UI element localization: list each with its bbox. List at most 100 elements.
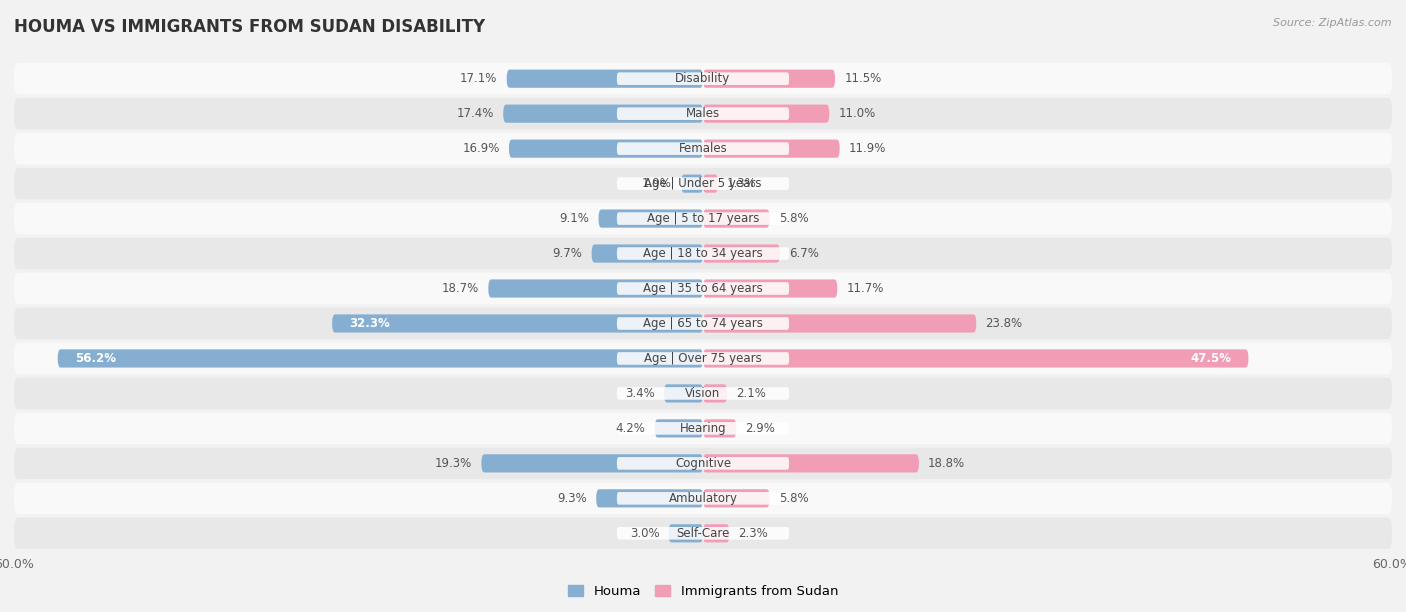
Text: 5.8%: 5.8%: [779, 492, 808, 505]
FancyBboxPatch shape: [703, 524, 730, 542]
Text: Age | 65 to 74 years: Age | 65 to 74 years: [643, 317, 763, 330]
FancyBboxPatch shape: [488, 280, 703, 297]
FancyBboxPatch shape: [617, 72, 789, 85]
Text: 19.3%: 19.3%: [434, 457, 472, 470]
FancyBboxPatch shape: [617, 282, 789, 295]
FancyBboxPatch shape: [592, 244, 703, 263]
FancyBboxPatch shape: [617, 527, 789, 540]
FancyBboxPatch shape: [14, 308, 1392, 339]
Legend: Houma, Immigrants from Sudan: Houma, Immigrants from Sudan: [562, 580, 844, 603]
FancyBboxPatch shape: [14, 238, 1392, 269]
FancyBboxPatch shape: [703, 209, 769, 228]
Text: 2.1%: 2.1%: [737, 387, 766, 400]
FancyBboxPatch shape: [14, 273, 1392, 304]
FancyBboxPatch shape: [703, 140, 839, 158]
FancyBboxPatch shape: [14, 447, 1392, 479]
Text: 17.1%: 17.1%: [460, 72, 498, 85]
FancyBboxPatch shape: [506, 70, 703, 88]
FancyBboxPatch shape: [655, 419, 703, 438]
FancyBboxPatch shape: [599, 209, 703, 228]
Text: Males: Males: [686, 107, 720, 120]
Text: 9.1%: 9.1%: [560, 212, 589, 225]
FancyBboxPatch shape: [14, 133, 1392, 165]
FancyBboxPatch shape: [14, 378, 1392, 409]
Text: HOUMA VS IMMIGRANTS FROM SUDAN DISABILITY: HOUMA VS IMMIGRANTS FROM SUDAN DISABILIT…: [14, 18, 485, 36]
Text: Disability: Disability: [675, 72, 731, 85]
FancyBboxPatch shape: [703, 105, 830, 123]
FancyBboxPatch shape: [703, 489, 769, 507]
Text: 18.8%: 18.8%: [928, 457, 965, 470]
Text: Self-Care: Self-Care: [676, 527, 730, 540]
Text: 9.3%: 9.3%: [557, 492, 588, 505]
FancyBboxPatch shape: [617, 457, 789, 469]
FancyBboxPatch shape: [617, 387, 789, 400]
FancyBboxPatch shape: [617, 247, 789, 260]
Text: 5.8%: 5.8%: [779, 212, 808, 225]
Text: 18.7%: 18.7%: [441, 282, 479, 295]
FancyBboxPatch shape: [58, 349, 703, 368]
FancyBboxPatch shape: [703, 174, 718, 193]
FancyBboxPatch shape: [617, 352, 789, 365]
FancyBboxPatch shape: [481, 454, 703, 472]
Text: Age | 18 to 34 years: Age | 18 to 34 years: [643, 247, 763, 260]
Text: 32.3%: 32.3%: [349, 317, 389, 330]
Text: 56.2%: 56.2%: [75, 352, 115, 365]
Text: 16.9%: 16.9%: [463, 142, 499, 155]
Text: 11.7%: 11.7%: [846, 282, 884, 295]
FancyBboxPatch shape: [14, 412, 1392, 444]
Text: Source: ZipAtlas.com: Source: ZipAtlas.com: [1274, 18, 1392, 28]
FancyBboxPatch shape: [14, 483, 1392, 514]
FancyBboxPatch shape: [703, 349, 1249, 368]
Text: Vision: Vision: [685, 387, 721, 400]
Text: Hearing: Hearing: [679, 422, 727, 435]
Text: 6.7%: 6.7%: [789, 247, 818, 260]
FancyBboxPatch shape: [703, 454, 920, 472]
Text: 3.4%: 3.4%: [626, 387, 655, 400]
Text: Females: Females: [679, 142, 727, 155]
FancyBboxPatch shape: [332, 315, 703, 332]
Text: 2.3%: 2.3%: [738, 527, 768, 540]
Text: 11.0%: 11.0%: [838, 107, 876, 120]
Text: Cognitive: Cognitive: [675, 457, 731, 470]
Text: 23.8%: 23.8%: [986, 317, 1022, 330]
FancyBboxPatch shape: [617, 177, 789, 190]
FancyBboxPatch shape: [703, 419, 737, 438]
Text: 9.7%: 9.7%: [553, 247, 582, 260]
FancyBboxPatch shape: [703, 315, 976, 332]
Text: Age | 5 to 17 years: Age | 5 to 17 years: [647, 212, 759, 225]
FancyBboxPatch shape: [509, 140, 703, 158]
Text: Age | Over 75 years: Age | Over 75 years: [644, 352, 762, 365]
FancyBboxPatch shape: [669, 524, 703, 542]
FancyBboxPatch shape: [14, 63, 1392, 94]
FancyBboxPatch shape: [14, 203, 1392, 234]
FancyBboxPatch shape: [617, 143, 789, 155]
FancyBboxPatch shape: [681, 174, 703, 193]
FancyBboxPatch shape: [617, 492, 789, 505]
FancyBboxPatch shape: [664, 384, 703, 403]
FancyBboxPatch shape: [14, 98, 1392, 129]
Text: 11.9%: 11.9%: [849, 142, 886, 155]
FancyBboxPatch shape: [14, 518, 1392, 549]
Text: Age | Under 5 years: Age | Under 5 years: [644, 177, 762, 190]
FancyBboxPatch shape: [503, 105, 703, 123]
FancyBboxPatch shape: [703, 244, 780, 263]
Text: 1.9%: 1.9%: [643, 177, 672, 190]
FancyBboxPatch shape: [617, 317, 789, 330]
Text: 47.5%: 47.5%: [1191, 352, 1232, 365]
Text: 4.2%: 4.2%: [616, 422, 645, 435]
FancyBboxPatch shape: [617, 107, 789, 120]
FancyBboxPatch shape: [617, 212, 789, 225]
Text: 2.9%: 2.9%: [745, 422, 775, 435]
FancyBboxPatch shape: [703, 280, 838, 297]
FancyBboxPatch shape: [703, 70, 835, 88]
Text: 1.3%: 1.3%: [727, 177, 756, 190]
Text: Age | 35 to 64 years: Age | 35 to 64 years: [643, 282, 763, 295]
FancyBboxPatch shape: [703, 384, 727, 403]
Text: 11.5%: 11.5%: [844, 72, 882, 85]
FancyBboxPatch shape: [14, 343, 1392, 374]
FancyBboxPatch shape: [14, 168, 1392, 200]
FancyBboxPatch shape: [617, 422, 789, 435]
Text: Ambulatory: Ambulatory: [668, 492, 738, 505]
FancyBboxPatch shape: [596, 489, 703, 507]
Text: 3.0%: 3.0%: [630, 527, 659, 540]
